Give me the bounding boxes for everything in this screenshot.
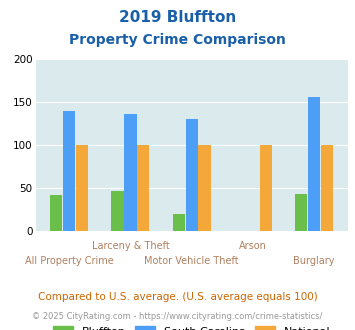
Bar xyxy=(173,214,185,231)
Text: Motor Vehicle Theft: Motor Vehicle Theft xyxy=(144,256,239,266)
Text: All Property Crime: All Property Crime xyxy=(25,256,114,266)
Text: Burglary: Burglary xyxy=(294,256,335,266)
Bar xyxy=(295,194,307,231)
Bar xyxy=(124,114,137,231)
Bar xyxy=(260,145,272,231)
Text: Compared to U.S. average. (U.S. average equals 100): Compared to U.S. average. (U.S. average … xyxy=(38,292,317,302)
Bar xyxy=(186,118,198,231)
Bar xyxy=(50,195,62,231)
Text: Property Crime Comparison: Property Crime Comparison xyxy=(69,33,286,47)
Bar xyxy=(321,145,333,231)
Text: © 2025 CityRating.com - https://www.cityrating.com/crime-statistics/: © 2025 CityRating.com - https://www.city… xyxy=(32,312,323,321)
Bar xyxy=(137,145,149,231)
Bar xyxy=(308,97,320,231)
Text: Arson: Arson xyxy=(239,241,267,251)
Bar xyxy=(63,111,75,231)
Legend: Bluffton, South Carolina, National: Bluffton, South Carolina, National xyxy=(53,326,330,330)
Text: 2019 Bluffton: 2019 Bluffton xyxy=(119,10,236,25)
Bar xyxy=(111,191,124,231)
Bar xyxy=(76,145,88,231)
Bar xyxy=(198,145,211,231)
Text: Larceny & Theft: Larceny & Theft xyxy=(92,241,169,251)
